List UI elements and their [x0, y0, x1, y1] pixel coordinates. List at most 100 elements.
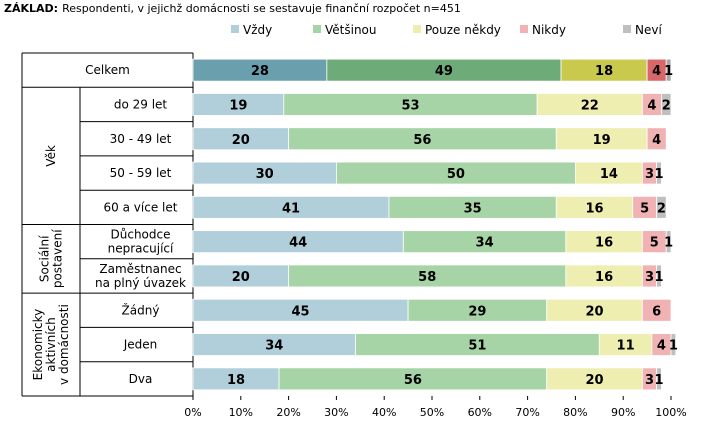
group-label-2: v domácnosti [57, 304, 71, 385]
x-tick-label-8: 80% [563, 406, 587, 419]
value-label-0-2: 18 [595, 64, 613, 79]
value-label-2-3: 4 [652, 133, 661, 148]
value-label-1-2: 22 [581, 98, 599, 113]
legend-label-4: Neví [635, 23, 662, 37]
value-label-6-3: 3 [645, 270, 654, 285]
value-label-1-4: 2 [662, 98, 671, 113]
bar-2-3 [646, 127, 667, 151]
group-label-1: postavení [51, 229, 65, 288]
row-labels: Celkem do 29 let 30 - 49 let 50 - 59 let 60 … [85, 63, 186, 386]
bar-3-4 [656, 161, 662, 185]
value-label-7-0: 45 [292, 304, 310, 319]
value-label-9-2: 20 [585, 373, 603, 388]
value-label-3-4: 1 [655, 167, 664, 182]
row-label-1: do 29 let [114, 97, 168, 111]
value-label-1-1: 53 [401, 98, 419, 113]
value-label-6-2: 16 [595, 270, 613, 285]
base-text: Respondenti, v jejichž domácnosti se ses… [62, 2, 461, 15]
value-label-2-2: 19 [593, 133, 611, 148]
x-tick-label-4: 40% [372, 406, 396, 419]
value-label-5-0: 44 [289, 236, 307, 251]
row-label-7: Žádný [122, 302, 160, 317]
x-tick-label-6: 60% [468, 406, 492, 419]
value-label-5-3: 5 [650, 236, 659, 251]
value-label-8-0: 34 [265, 339, 283, 354]
bar-5-4 [665, 230, 672, 254]
bar-6-4 [656, 264, 662, 288]
value-label-7-2: 20 [585, 304, 603, 319]
value-label-1-3: 4 [647, 98, 656, 113]
value-label-1-0: 19 [229, 98, 247, 113]
row-label-line: Zaměstnanec [99, 262, 181, 276]
value-label-8-2: 11 [617, 339, 635, 354]
row-label-8: Jeden [123, 338, 158, 352]
x-tick-label-0: 0% [184, 406, 201, 419]
x-tick-label-9: 90% [611, 406, 635, 419]
group-label-1: Sociální [38, 235, 52, 282]
legend-label-3: Nikdy [532, 23, 566, 37]
x-axis: 0% 10% 20% 30% 40% 50% 60% 70% 80% 90% 100% [184, 396, 687, 419]
row-label-6: Zaměstnanec na plný úvazek [95, 262, 186, 290]
row-label-line: nepracující [108, 242, 174, 256]
legend: Vždy Většinou Pouze někdy Nikdy Neví [231, 23, 662, 37]
legend-label-0: Vždy [243, 23, 272, 37]
row-label-2: 30 - 49 let [110, 132, 172, 146]
base-line: ZÁKLAD: Respondenti, v jejichž domácnosti… [4, 2, 461, 15]
value-label-3-3: 3 [645, 167, 654, 182]
x-tick-label-1: 10% [229, 406, 253, 419]
value-label-4-0: 41 [282, 201, 300, 216]
chart-frame: Věk Sociální postavení Ekonomicky aktivních v… [21, 52, 194, 397]
value-label-8-4: 1 [669, 339, 678, 354]
group-label-2: aktivních [44, 317, 58, 372]
row-label-9: Dva [129, 372, 153, 386]
value-label-9-4: 1 [655, 373, 664, 388]
row-label-4: 60 a více let [104, 200, 178, 214]
value-label-7-3: 6 [652, 304, 661, 319]
legend-swatch-4 [623, 25, 631, 33]
value-label-9-0: 18 [227, 373, 245, 388]
bar-1-4 [661, 93, 672, 116]
legend-label-1: Většinou [325, 23, 377, 37]
row-label-5: Důchodce nepracující [108, 228, 174, 256]
bar-4-4 [656, 195, 667, 219]
value-label-9-3: 3 [645, 373, 654, 388]
value-label-7-1: 29 [468, 304, 486, 319]
value-label-3-2: 14 [600, 167, 618, 182]
value-label-0-0: 28 [251, 64, 269, 79]
value-label-0-4: 1 [664, 64, 673, 79]
legend-label-2: Pouze někdy [425, 23, 501, 37]
x-tick-label-3: 30% [324, 406, 348, 419]
bar-8-4 [670, 333, 677, 356]
bar-9-4 [656, 367, 662, 391]
value-label-3-0: 30 [256, 167, 274, 182]
value-label-0-3: 4 [652, 64, 661, 79]
x-tick-label-2: 20% [276, 406, 300, 419]
base-label: ZÁKLAD: [4, 2, 58, 15]
bar-0-4 [665, 58, 672, 82]
value-label-5-1: 34 [476, 236, 494, 251]
value-label-4-1: 35 [464, 201, 482, 216]
legend-swatch-0 [231, 25, 239, 33]
value-label-8-1: 51 [468, 339, 486, 354]
value-label-2-1: 56 [413, 133, 431, 148]
row-label-0: Celkem [85, 63, 130, 77]
bar-7-3 [641, 298, 672, 322]
value-label-6-1: 58 [418, 270, 436, 285]
value-label-4-2: 16 [585, 201, 603, 216]
value-label-9-1: 56 [404, 373, 422, 388]
value-label-6-0: 20 [232, 270, 250, 285]
group-label-0: Věk [44, 145, 58, 167]
bars: 28 49 18 4 119 53 22 4 220 56 19 430 50 14 3 141 35 16 5 24… [192, 58, 678, 391]
x-tick-label-5: 50% [420, 406, 444, 419]
legend-swatch-3 [520, 25, 528, 33]
value-label-5-4: 1 [664, 236, 673, 251]
value-label-3-1: 50 [447, 167, 465, 182]
legend-swatch-2 [413, 25, 421, 33]
x-tick-label-7: 70% [515, 406, 539, 419]
value-label-2-0: 20 [232, 133, 250, 148]
value-label-5-2: 16 [595, 236, 613, 251]
row-label-3: 50 - 59 let [110, 166, 172, 180]
value-label-4-3: 5 [640, 201, 649, 216]
